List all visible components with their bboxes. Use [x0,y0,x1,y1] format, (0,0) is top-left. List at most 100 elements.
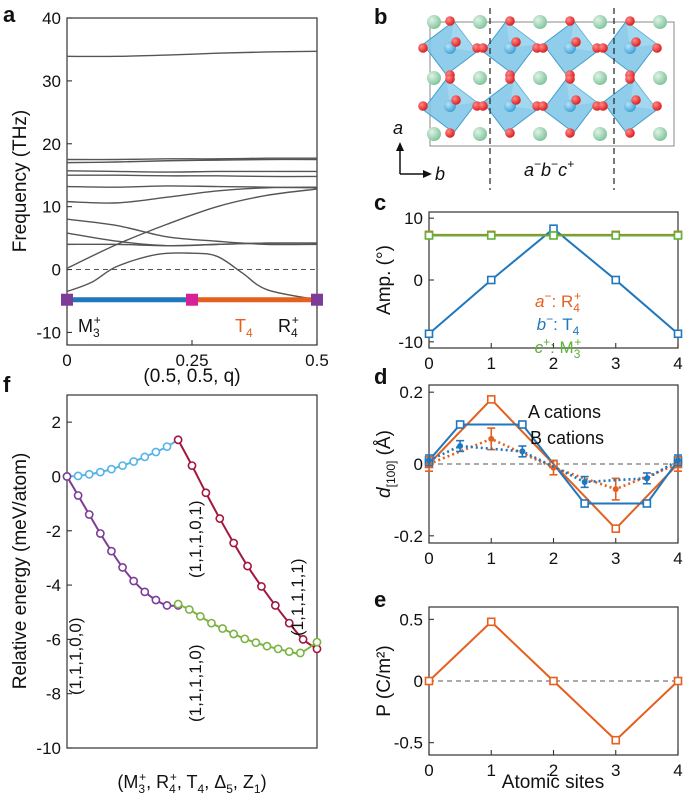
energy-point-purple [162,601,172,610]
energy-point-lime [312,637,322,647]
panel-label-c: c [374,190,386,215]
oxygen-atom [451,95,461,105]
phonon-band-6 [66,186,318,204]
y-tick-label: -8 [46,685,61,704]
y-tick-label: 2 [52,413,61,432]
data-point [642,499,652,508]
y-tick-label: 0 [52,261,61,280]
y-tick-label: -0.2 [394,527,423,546]
phonon-band-10 [66,188,318,269]
energy-point-purple [129,576,139,586]
x-tick-label: 0 [424,761,433,780]
y-axis-label: P (C/m²) [374,645,395,716]
panel-f-energy-chart: -10 -8 -6 -4 -2 0 2 Relative energy (meV/atom)… [10,394,322,796]
tilt-notation: a−b−c+ [524,157,574,180]
x-tick-label: 4 [673,761,682,780]
energy-point-cyan [129,457,139,466]
oxygen-atom [511,95,521,105]
oxygen-atom [418,43,428,53]
panel-label-f: f [3,372,11,397]
legend-tilt: a [535,292,544,311]
energy-point-cyan [118,461,127,470]
a-cation [653,71,667,85]
avg-point [581,478,588,485]
energy-point-lime [284,647,294,657]
polarization-point [486,617,496,627]
marker-r-point [311,293,323,306]
label-t4: T4 [235,316,253,340]
a-cation [473,71,487,85]
phonon-band-2 [66,158,318,164]
axis-b-arrowhead [423,170,432,178]
x-tick-label: 0.25 [175,351,208,370]
legend-tilt-sup: + [543,335,550,349]
legend-mode-sub: 4 [573,301,580,315]
y-tick-label: -6 [46,630,61,649]
legend-mode: : M [550,338,574,357]
series-blue-point [424,329,434,339]
energy-point-crimson [215,514,225,523]
data-point [518,420,527,429]
oxygen-atom [445,16,455,26]
polarization-point [611,735,621,745]
y-tick-label: 0 [52,467,61,486]
energy-point-cyan [107,464,116,474]
oxygen-atom [445,74,455,84]
phonon-band-1 [66,157,318,161]
avg-point [675,457,681,464]
legend-a-cations: A cations [528,402,601,422]
a-cation [473,15,487,29]
x-axis-label: (0.5, 0.5, q) [143,366,240,387]
avg-point [643,475,650,482]
x-tick-label: 4 [673,354,682,373]
energy-point-lime [207,618,216,628]
oxygen-atom [631,95,641,105]
y-tick-label: -2 [46,522,61,541]
oxygen-atom [571,95,581,105]
y-axis-label: Relative energy (meV/atom) [10,453,31,690]
energy-point-lime [273,644,283,654]
oxygen-atom [652,101,662,111]
oxygen-atom [565,16,575,26]
avg-point [457,443,464,450]
oxygen-atom [598,101,608,111]
energy-point-cyan [84,469,94,479]
y-tick-label: -4 [46,576,61,595]
legend-mode: : R [552,292,574,311]
legend-tilt: b [537,315,546,334]
series-green-point [486,231,496,240]
series-line-3 [428,444,679,484]
a-cation [653,15,667,29]
oxygen-atom [571,37,581,47]
y-axis-label: Frequency (THz) [10,110,31,253]
avg-point [612,486,619,493]
oxygen-atom [598,43,608,53]
polarization-point [549,676,558,686]
x-tick-label: 2 [549,549,558,568]
phonon-band-11 [66,252,318,301]
a-cation [473,127,487,141]
label-r4: R4+ [278,313,299,340]
a-cation [533,71,547,85]
avg-point [519,448,526,455]
x-tick-label: 2 [549,354,558,373]
energy-point-crimson [187,461,197,470]
y-tick-label: 30 [42,72,61,91]
oxygen-atom [445,128,455,138]
legend-entry-orange: a−: R4+ [535,289,581,315]
oxygen-atom [478,43,488,53]
x-tick-label: 1 [487,761,496,780]
energy-point-crimson [270,601,280,610]
energy-point-crimson [229,538,239,548]
x-axis-label: Atomic sites [502,772,604,793]
oxygen-atom [538,43,548,53]
panel-label-a: a [3,2,16,27]
y-axis-label: d[100] (Å) [374,430,398,498]
energy-point-cyan [140,452,150,462]
x-tick-label: 3 [611,761,620,780]
series-green-point [673,231,683,240]
label-m3: M3+ [78,313,101,340]
